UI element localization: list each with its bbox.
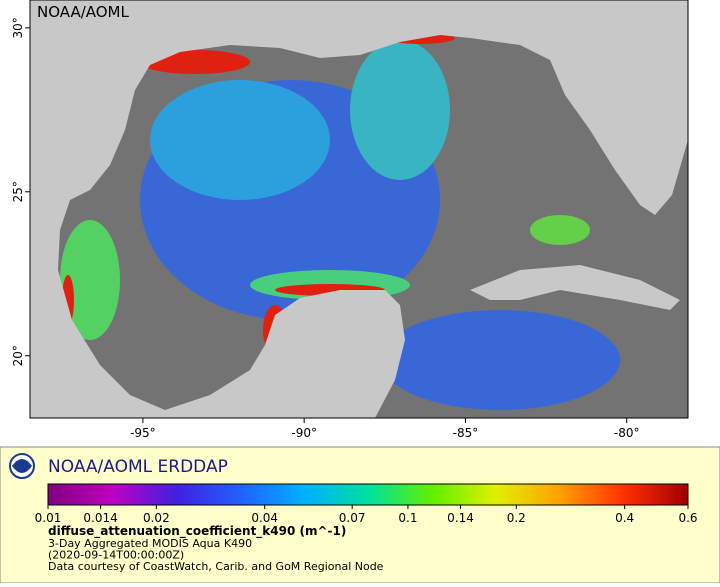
logo xyxy=(9,453,35,479)
colorbar-tick-label: 0.4 xyxy=(615,511,634,525)
colorbar-tick-label: 0.2 xyxy=(507,511,526,525)
land xyxy=(30,0,688,418)
x-tick-label: -90° xyxy=(291,426,317,440)
colorbar-tick-label: 0.014 xyxy=(83,511,117,525)
variable: diffuse_attenuation_coefficient_k490 (m^… xyxy=(48,524,346,539)
legend-line: Data courtesy of CoastWatch, Carib. and … xyxy=(48,560,384,573)
colorbar-tick-label: 0.07 xyxy=(339,511,366,525)
colorbar-tick-label: 0.02 xyxy=(143,511,170,525)
legend-line: (2020-09-14T00:00:00Z) xyxy=(48,549,184,562)
watermark: NOAA/AOML xyxy=(37,3,130,21)
x-tick-label: -85° xyxy=(453,426,479,440)
y-tick-label: 25° xyxy=(11,181,25,202)
colorbar-tick-label: 0.14 xyxy=(447,511,474,525)
colorbar-tick-label: 0.6 xyxy=(678,511,697,525)
colorbar-tick-label: 0.1 xyxy=(398,511,417,525)
colorbar-tick-label: 0.04 xyxy=(251,511,278,525)
legend-title: NOAA/AOML ERDDAP xyxy=(48,457,228,477)
cuba xyxy=(470,265,680,310)
legend-line: 3-Day Aggregated MODIS Aqua K490 xyxy=(48,537,252,550)
x-tick-label: -80° xyxy=(614,426,640,440)
colorbar-tick-label: 0.01 xyxy=(35,511,62,525)
y-tick-label: 30° xyxy=(11,17,25,38)
x-tick-label: -95° xyxy=(130,426,156,440)
y-tick-label: 20° xyxy=(11,345,25,366)
map-frame xyxy=(29,0,689,419)
colorbar xyxy=(47,483,689,506)
